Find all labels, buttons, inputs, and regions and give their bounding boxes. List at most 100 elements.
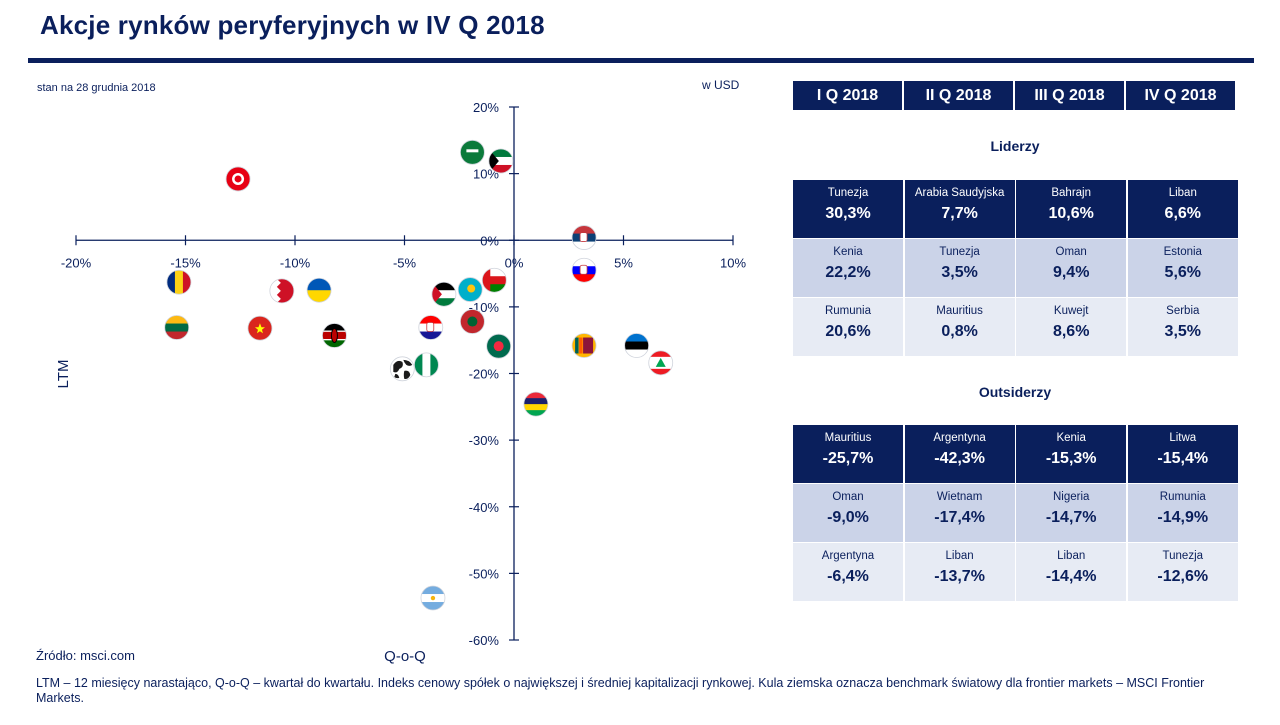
return-value: -13,7% xyxy=(934,568,985,586)
leaders-table: Tunezja 30,3% Arabia Saudyjska 7,7% Bahrajn 1… xyxy=(793,180,1238,356)
chart-axes: -20% -15% -10% -5% 0% 5% 10%20%10%0%-10%-20%-3… xyxy=(55,100,746,665)
date-note: stan na 28 grudnia 2018 xyxy=(37,82,156,94)
outsiders-cell: Liban -13,7% xyxy=(904,543,1015,601)
country-name: Kenia xyxy=(833,246,863,259)
quarter-label-2: II Q 2018 xyxy=(904,81,1013,110)
return-value: 8,6% xyxy=(1052,323,1090,341)
outsiders-cell: Wietnam -17,4% xyxy=(904,484,1015,542)
flag-estonia-icon xyxy=(624,333,650,358)
flag-ukraine-icon xyxy=(306,277,332,303)
outsiders-cell: Litwa -15,4% xyxy=(1127,425,1238,483)
globe-icon xyxy=(389,356,415,382)
title-underline xyxy=(28,58,1254,63)
flag-romania-icon xyxy=(166,269,192,295)
return-value: -15,4% xyxy=(1157,450,1209,467)
flag-oman-icon xyxy=(481,267,507,293)
return-value: 9,4% xyxy=(1052,264,1090,282)
leaders-cell: Estonia 5,6% xyxy=(1127,239,1238,297)
return-value: 3,5% xyxy=(1164,323,1202,341)
leaders-cell: Tunezja 3,5% xyxy=(904,239,1015,297)
leaders-cell: Rumunia 20,6% xyxy=(793,298,903,356)
flag-kuwait-icon xyxy=(488,148,514,174)
return-value: -14,4% xyxy=(1045,568,1097,586)
flag-sri-lanka-icon xyxy=(571,333,597,358)
country-name: Tunezja xyxy=(827,187,869,199)
return-value: -14,7% xyxy=(1045,509,1097,527)
return-value: -9,0% xyxy=(827,509,869,527)
return-value: 6,6% xyxy=(1164,205,1202,222)
leaders-title: Liderzy xyxy=(990,138,1040,154)
country-name: Liban xyxy=(945,550,974,563)
flag-lithuania-icon xyxy=(164,315,190,340)
return-value: 3,5% xyxy=(941,264,978,282)
return-value: 20,6% xyxy=(825,323,871,341)
flag-kazakhstan-icon xyxy=(457,277,483,302)
outsiders-cell: Oman -9,0% xyxy=(793,484,903,542)
x-tick-label: 10% xyxy=(720,255,746,270)
country-name: Liban xyxy=(1168,187,1197,199)
x-tick-label: -15% xyxy=(170,255,201,270)
return-value: 5,6% xyxy=(1164,264,1202,282)
country-name: Bahrajn xyxy=(1051,187,1091,199)
leaders-cell: Oman 9,4% xyxy=(1016,239,1127,297)
country-name: Argentyna xyxy=(821,550,875,563)
outsiders-cell: Liban -14,4% xyxy=(1016,543,1127,601)
country-name: Arabia Saudyjska xyxy=(914,187,1005,199)
flag-argentina-icon xyxy=(420,585,446,611)
country-name: Serbia xyxy=(1166,305,1200,318)
country-name: Kuwejt xyxy=(1053,305,1089,318)
y-tick-label: -30% xyxy=(469,433,500,448)
return-value: -6,4% xyxy=(827,568,869,586)
leaders-cell: Arabia Saudyjska 7,7% xyxy=(904,180,1015,238)
flag-vietnam-icon xyxy=(247,315,273,341)
country-name: Argentyna xyxy=(933,432,986,444)
country-name: Kenia xyxy=(1056,432,1086,444)
flag-croatia-icon xyxy=(418,315,444,340)
return-value: 30,3% xyxy=(825,205,871,222)
country-name: Oman xyxy=(1055,246,1087,259)
leaders-cell: Tunezja 30,3% xyxy=(793,180,903,238)
country-name: Mauritius xyxy=(936,305,983,318)
x-tick-label: -10% xyxy=(280,255,311,270)
x-tick-label: -20% xyxy=(61,255,92,270)
country-name: Estonia xyxy=(1163,246,1202,259)
currency-note: w USD xyxy=(702,78,740,92)
scatter-chart-svg: -20% -15% -10% -5% 0% 5% 10%20%10%0%-10%-20%-3… xyxy=(55,100,746,665)
quarter-label-1: I Q 2018 xyxy=(793,81,902,110)
y-tick-label: 20% xyxy=(473,100,499,115)
return-value: 0,8% xyxy=(941,323,978,341)
leaders-cell: Serbia 3,5% xyxy=(1127,298,1238,356)
quarter-label-4: IV Q 2018 xyxy=(1126,81,1235,110)
flag-tunisia-icon xyxy=(225,166,251,192)
footnote: LTM – 12 miesięcy narastająco, Q-o-Q – k… xyxy=(36,676,1205,705)
flag-morocco-icon xyxy=(459,309,485,334)
flag-bahrain-icon xyxy=(269,278,295,304)
chart-points xyxy=(164,139,674,611)
quarter-label-3: III Q 2018 xyxy=(1015,81,1124,110)
country-name: Nigeria xyxy=(1052,491,1090,504)
return-value: -17,4% xyxy=(934,509,985,527)
outsiders-cell: Nigeria -14,7% xyxy=(1016,484,1127,542)
outsiders-cell: Rumunia -14,9% xyxy=(1127,484,1238,542)
flag-saudi-arabia-icon xyxy=(459,139,485,165)
x-tick-label: -5% xyxy=(393,255,417,270)
flag-bangladesh-icon xyxy=(486,333,512,359)
source-note: Źródło: msci.com xyxy=(36,648,135,663)
flag-serbia-icon xyxy=(571,225,597,250)
y-tick-label: -20% xyxy=(469,367,500,382)
y-tick-label: -60% xyxy=(469,633,500,648)
quarter-header: I Q 2018 II Q 2018 III Q 2018 IV Q 2018 xyxy=(793,81,1235,110)
outsiders-cell: Mauritius -25,7% xyxy=(793,425,903,483)
outsiders-cell: Argentyna -42,3% xyxy=(904,425,1015,483)
flag-jordan-icon xyxy=(431,281,457,307)
return-value: -14,9% xyxy=(1157,509,1209,527)
outsiders-cell: Tunezja -12,6% xyxy=(1127,543,1238,601)
flag-nigeria-icon xyxy=(413,352,439,378)
y-axis-title: LTM xyxy=(55,360,72,389)
country-name: Liban xyxy=(1057,550,1086,563)
leaders-cell: Bahrajn 10,6% xyxy=(1016,180,1127,238)
return-value: 22,2% xyxy=(825,264,871,282)
outsiders-cell: Kenia -15,3% xyxy=(1016,425,1127,483)
y-tick-label: -40% xyxy=(469,500,500,515)
flag-mauritius-icon xyxy=(523,391,549,417)
